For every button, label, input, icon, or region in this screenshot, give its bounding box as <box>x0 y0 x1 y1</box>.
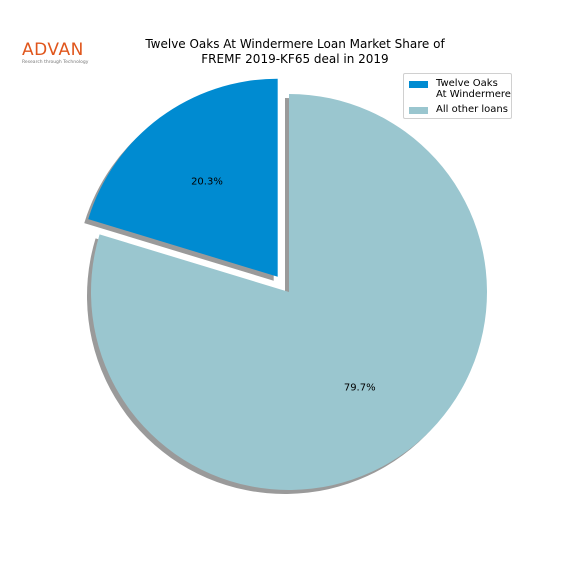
legend-swatch-all-other <box>409 107 428 114</box>
logo-tagline: Research through Technology <box>22 60 89 65</box>
advan-logo: ADVAN Research through Technology <box>22 42 92 68</box>
chart-legend: Twelve Oaks At Windermere All other loan… <box>403 73 512 119</box>
pie-slice-0 <box>88 78 278 277</box>
legend-label-line-2: At Windermere <box>436 89 511 100</box>
chart-title: Twelve Oaks At Windermere Loan Market Sh… <box>95 37 495 66</box>
chart-title-line-2: FREMF 2019-KF65 deal in 2019 <box>201 51 389 66</box>
legend-label-twelve-oaks: Twelve Oaks At Windermere <box>436 78 514 100</box>
legend-swatch-twelve-oaks <box>409 81 428 88</box>
legend-item-twelve-oaks: Twelve Oaks At Windermere <box>409 78 514 100</box>
logo-brand: ADVAN <box>22 40 84 60</box>
pie-pct-label-0: 20.3% <box>191 176 223 187</box>
pie-pct-label-1: 79.7% <box>344 382 376 393</box>
legend-label-all-other: All other loans <box>436 104 508 115</box>
legend-item-all-other: All other loans <box>409 104 514 115</box>
legend-label-line-1: Twelve Oaks <box>436 78 498 89</box>
pie-slice-1 <box>91 94 487 490</box>
chart-title-line-1: Twelve Oaks At Windermere Loan Market Sh… <box>145 37 445 51</box>
